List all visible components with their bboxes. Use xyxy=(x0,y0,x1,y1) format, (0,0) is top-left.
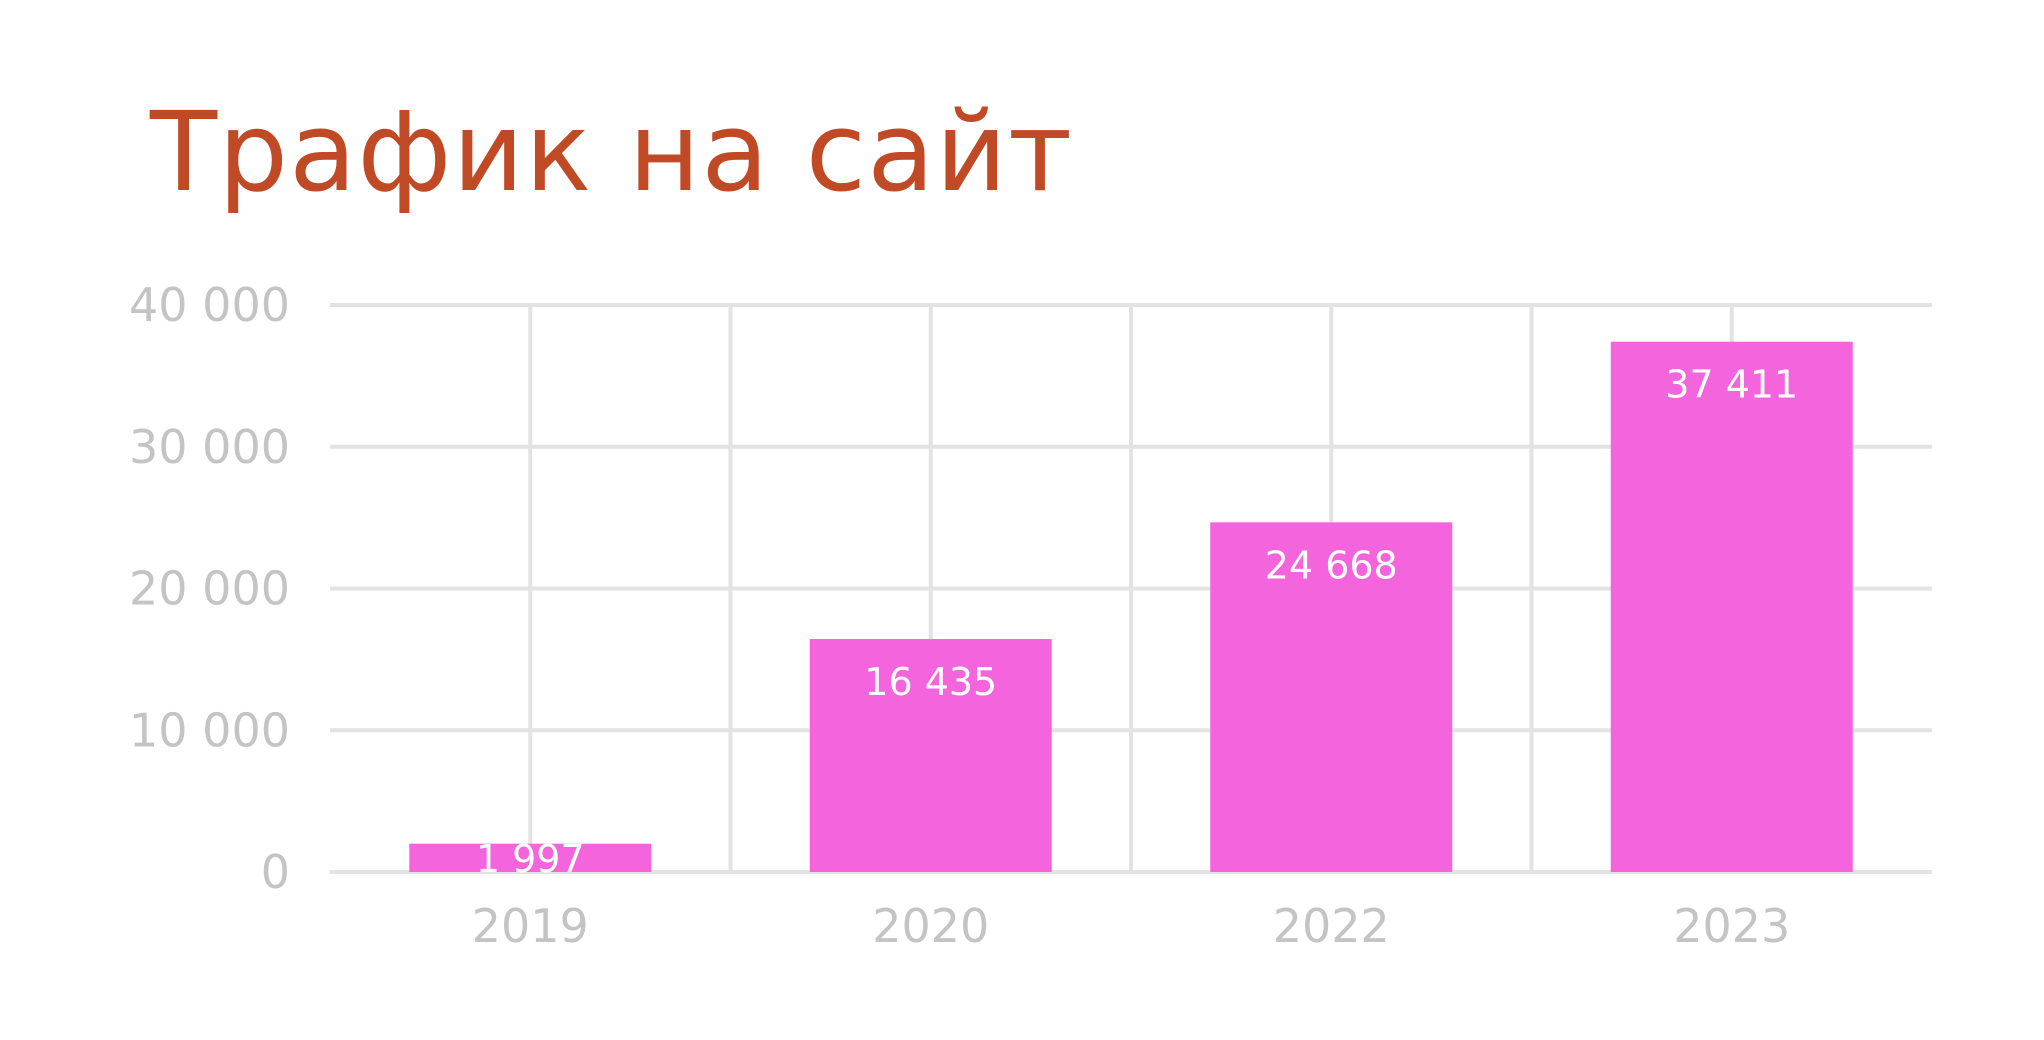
bar xyxy=(1610,341,1853,872)
x-tick-label: 2023 xyxy=(1673,899,1790,953)
chart-title: Трафик на сайт xyxy=(150,88,1074,216)
data-label: 16 435 xyxy=(864,660,997,704)
y-tick-label: 20 000 xyxy=(129,562,290,616)
x-tick-label: 2020 xyxy=(872,899,989,953)
data-labels: 1 997 16 435 24 668 37 411 xyxy=(476,363,1798,881)
x-tick-label: 2019 xyxy=(472,899,589,953)
bars xyxy=(409,341,1853,872)
y-tick-label: 40 000 xyxy=(129,278,290,332)
data-label: 37 411 xyxy=(1665,363,1798,407)
x-axis-tick-labels: 2019 2020 2022 2023 xyxy=(472,899,1791,953)
bar xyxy=(409,843,652,872)
data-label: 24 668 xyxy=(1265,543,1398,587)
y-axis-tick-labels: 0 10 000 20 000 30 000 40 000 xyxy=(129,278,290,899)
data-label: 1 997 xyxy=(476,837,585,881)
bar xyxy=(1210,522,1453,872)
y-tick-label: 0 xyxy=(261,845,290,899)
bar xyxy=(809,639,1052,872)
x-tick-label: 2022 xyxy=(1273,899,1390,953)
y-tick-label: 10 000 xyxy=(129,703,290,757)
y-tick-label: 30 000 xyxy=(129,420,290,474)
